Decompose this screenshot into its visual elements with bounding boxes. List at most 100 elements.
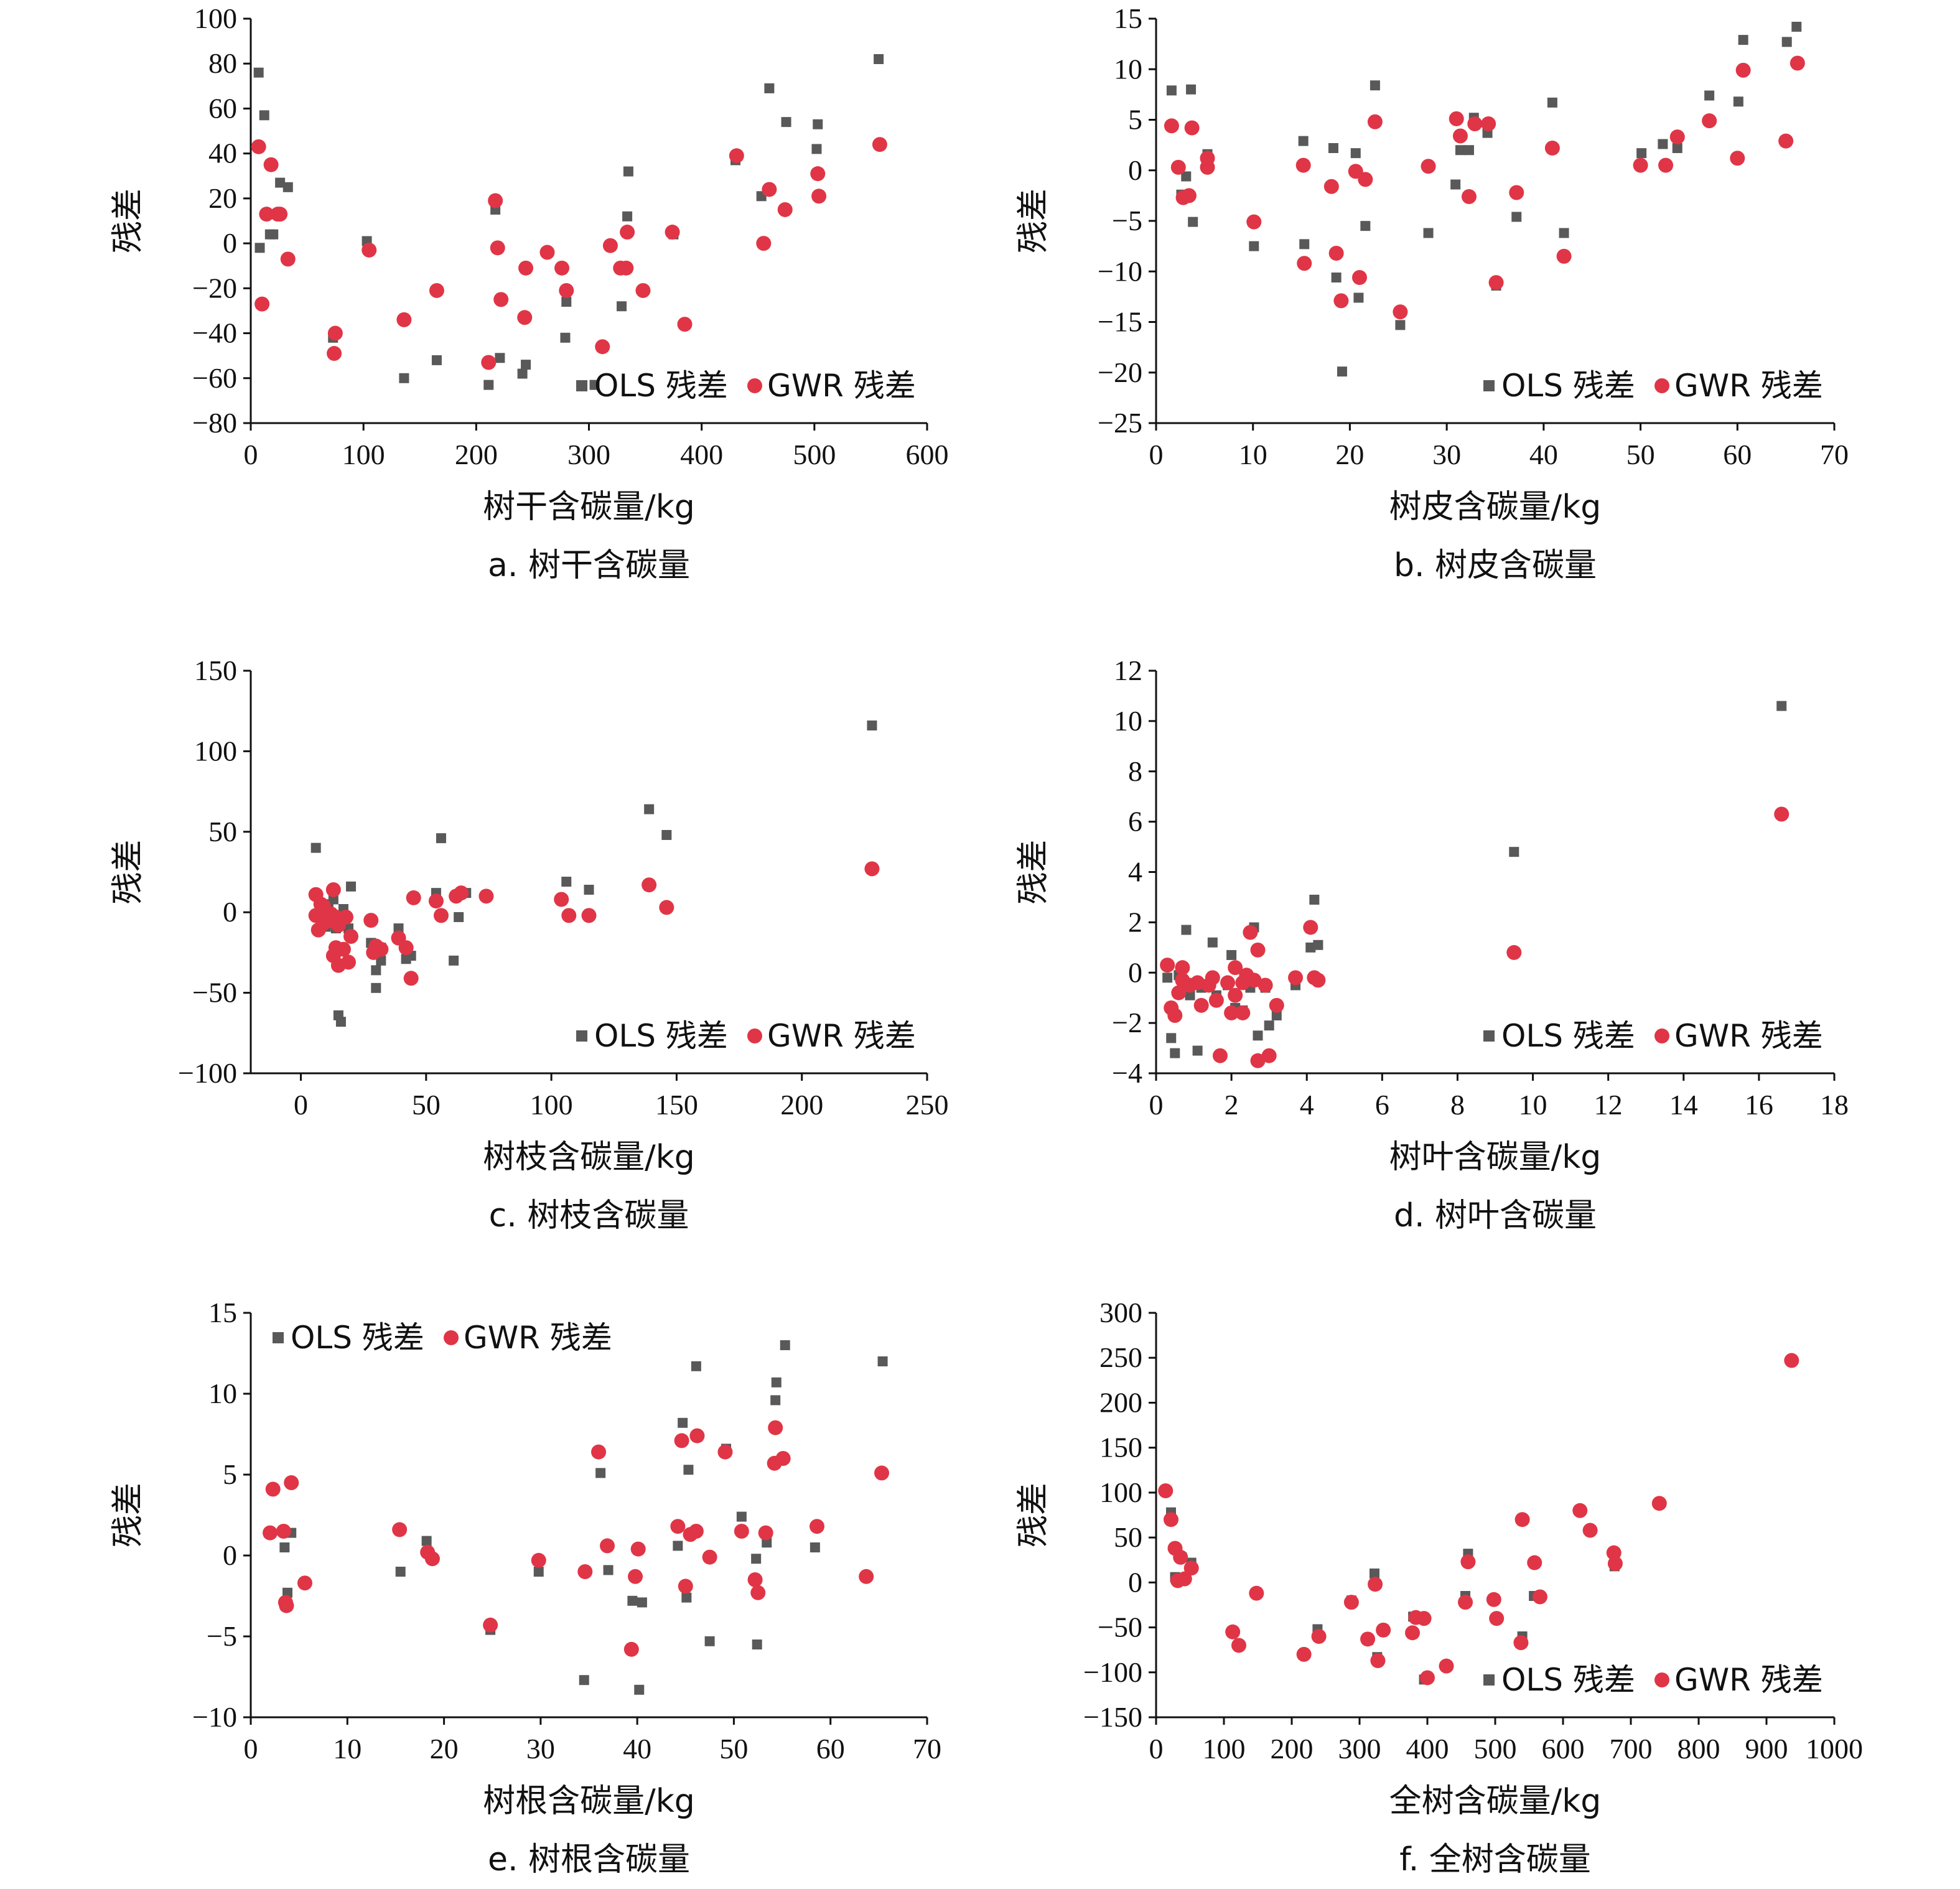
legend-gwr-label: GWR 残差 <box>1674 1662 1823 1698</box>
gwr-point <box>734 1524 749 1539</box>
panel-caption: b. 树皮含碳量 <box>1394 547 1597 584</box>
panel-4: −4 −2 0 2 4 6 8 10 12 0 2 4 6 8 10 12 14 16 18 树叶含碳量/kg 残差 d.… <box>1015 655 1849 1234</box>
ols-point <box>603 1565 614 1575</box>
legend-gwr-marker <box>1654 378 1669 393</box>
legend-ols-label: OLS 残差 <box>1501 1018 1635 1054</box>
gwr-point <box>618 260 634 276</box>
legend-gwr-marker <box>1654 1028 1669 1043</box>
ols-point <box>1353 292 1364 303</box>
gwr-point <box>284 1475 299 1490</box>
legend-ols-label: OLS 残差 <box>1501 1662 1635 1698</box>
gwr-point <box>454 885 469 901</box>
ols-point <box>533 1567 544 1577</box>
gwr-point <box>1352 270 1367 285</box>
gwr-point <box>254 296 270 312</box>
ols-point <box>421 1536 432 1546</box>
legend-ols-marker <box>273 1332 284 1343</box>
y-tick-label: 100 <box>194 2 237 34</box>
ols-point <box>691 1361 701 1371</box>
x-tick-label: 100 <box>530 1089 573 1121</box>
gwr-point <box>810 166 826 182</box>
gwr-point <box>363 913 379 928</box>
gwr-point <box>338 909 353 925</box>
gwr-series <box>308 861 880 986</box>
legend: OLS 残差 GWR 残差 <box>1483 1018 1823 1054</box>
ols-point <box>617 301 627 312</box>
ols-point <box>310 842 321 853</box>
gwr-point <box>809 1519 824 1534</box>
ols-point <box>634 1684 645 1695</box>
legend: OLS 残差 GWR 残差 <box>576 368 916 404</box>
ols-point <box>1791 22 1802 32</box>
y-tick-label: 12 <box>1114 655 1142 686</box>
gwr-point <box>279 1598 294 1613</box>
gwr-point <box>1258 977 1273 993</box>
ols-point <box>1450 179 1461 190</box>
ols-point <box>1249 241 1259 251</box>
gwr-point <box>1420 1670 1435 1686</box>
ols-point <box>1733 96 1743 107</box>
y-tick-label: 6 <box>1128 806 1142 837</box>
x-tick-label: 900 <box>1745 1733 1788 1765</box>
gwr-point <box>1360 1631 1376 1647</box>
gwr-point <box>1633 157 1648 173</box>
ols-point <box>1658 139 1668 149</box>
ols-point <box>644 804 655 814</box>
x-tick-label: 8 <box>1450 1089 1465 1121</box>
gwr-point <box>1651 1496 1667 1511</box>
y-tick-label: 150 <box>1099 1432 1142 1463</box>
gwr-point <box>600 1538 615 1554</box>
y-tick-label: −15 <box>1098 306 1142 338</box>
ols-point <box>780 1340 790 1350</box>
ols-point <box>275 177 286 188</box>
x-tick-label: 500 <box>793 439 836 470</box>
ols-point <box>1337 366 1347 377</box>
ols-point <box>346 881 357 892</box>
y-tick-label: −50 <box>192 977 237 1009</box>
x-axis-title: 树叶含碳量/kg <box>1389 1139 1602 1176</box>
ols-point <box>335 1017 346 1027</box>
ols-point <box>771 1377 782 1388</box>
legend: OLS 残差 GWR 残差 <box>576 1018 916 1054</box>
panel-caption: d. 树叶含碳量 <box>1394 1197 1597 1234</box>
gwr-point <box>1212 1048 1228 1063</box>
gwr-point <box>1481 116 1496 131</box>
ols-point <box>253 67 264 78</box>
legend-gwr-marker <box>444 1330 459 1345</box>
x-tick-label: 300 <box>567 439 610 470</box>
gwr-point <box>539 245 555 260</box>
y-tick-label: −20 <box>192 272 237 304</box>
ols-point <box>661 829 672 840</box>
y-tick-label: 4 <box>1128 856 1142 888</box>
y-tick-label: −5 <box>207 1620 237 1652</box>
ols-point <box>1264 1020 1274 1031</box>
gwr-point <box>747 1572 763 1587</box>
gwr-point <box>1246 214 1262 230</box>
gwr-point <box>1358 172 1373 187</box>
gwr-point <box>1323 179 1339 194</box>
gwr-point <box>1778 133 1794 149</box>
y-tick-label: 0 <box>223 1539 237 1571</box>
gwr-point <box>762 182 777 197</box>
gwr-point <box>1527 1555 1542 1570</box>
gwr-point <box>1200 151 1215 166</box>
ols-point <box>1547 97 1557 108</box>
x-tick-label: 30 <box>526 1733 555 1765</box>
y-tick-label: 20 <box>208 182 237 214</box>
y-tick-label: −10 <box>1098 255 1142 287</box>
x-tick-label: 0 <box>244 439 258 470</box>
gwr-point <box>1343 1595 1359 1610</box>
gwr-point <box>263 157 279 172</box>
y-tick-label: −100 <box>178 1057 237 1089</box>
gwr-point <box>688 1524 704 1539</box>
gwr-point <box>396 312 412 327</box>
x-tick-label: 500 <box>1474 1733 1517 1765</box>
ols-point <box>1395 320 1406 330</box>
legend-ols-marker <box>1483 1030 1495 1042</box>
ols-point <box>1559 228 1569 238</box>
gwr-point <box>1607 1556 1623 1571</box>
gwr-point <box>327 346 342 361</box>
gwr-point <box>1310 972 1326 988</box>
ols-point <box>1350 148 1361 159</box>
